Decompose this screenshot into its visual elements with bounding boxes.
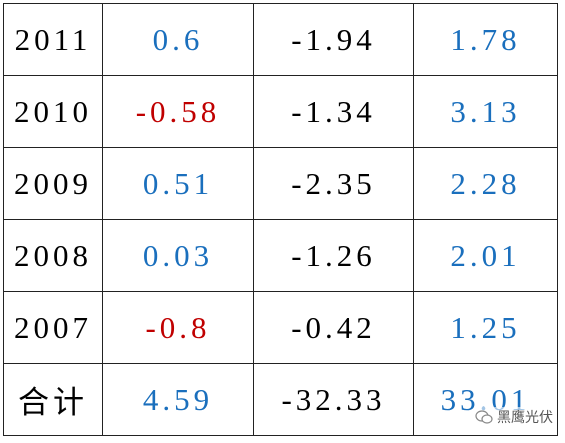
data-table: 2011 0.6 -1.94 1.78 2010 -0.58 -1.34 3.1…: [3, 3, 558, 436]
cell: 0.51: [102, 147, 254, 220]
cell: 2.28: [413, 147, 558, 220]
cell: 1.78: [413, 3, 558, 76]
cell: -1.94: [253, 3, 414, 76]
cell: 2010: [3, 75, 103, 148]
cell: -2.35: [253, 147, 414, 220]
watermark: 黑鹰光伏: [475, 407, 553, 427]
cell: 2008: [3, 219, 103, 292]
cell: -32.33: [253, 363, 414, 436]
cell: 2.01: [413, 219, 558, 292]
cell: 2011: [3, 3, 103, 76]
cell: -1.26: [253, 219, 414, 292]
cell: 0.03: [102, 219, 254, 292]
cell: -0.58: [102, 75, 254, 148]
row: 2009 0.51 -2.35 2.28: [3, 147, 558, 220]
watermark-text: 黑鹰光伏: [497, 410, 553, 426]
cell: 3.13: [413, 75, 558, 148]
row: 2010 -0.58 -1.34 3.13: [3, 75, 558, 148]
cell: -0.8: [102, 291, 254, 364]
cell: 0.6: [102, 3, 254, 76]
cell: 2007: [3, 291, 103, 364]
cell: 2009: [3, 147, 103, 220]
cell: 4.59: [102, 363, 254, 436]
row: 2007 -0.8 -0.42 1.25: [3, 291, 558, 364]
row: 2011 0.6 -1.94 1.78: [3, 3, 558, 76]
cell: 合计: [3, 363, 103, 436]
cell: -0.42: [253, 291, 414, 364]
cell: 1.25: [413, 291, 558, 364]
row: 2008 0.03 -1.26 2.01: [3, 219, 558, 292]
cell: -1.34: [253, 75, 414, 148]
watermark-icon: [475, 410, 493, 424]
